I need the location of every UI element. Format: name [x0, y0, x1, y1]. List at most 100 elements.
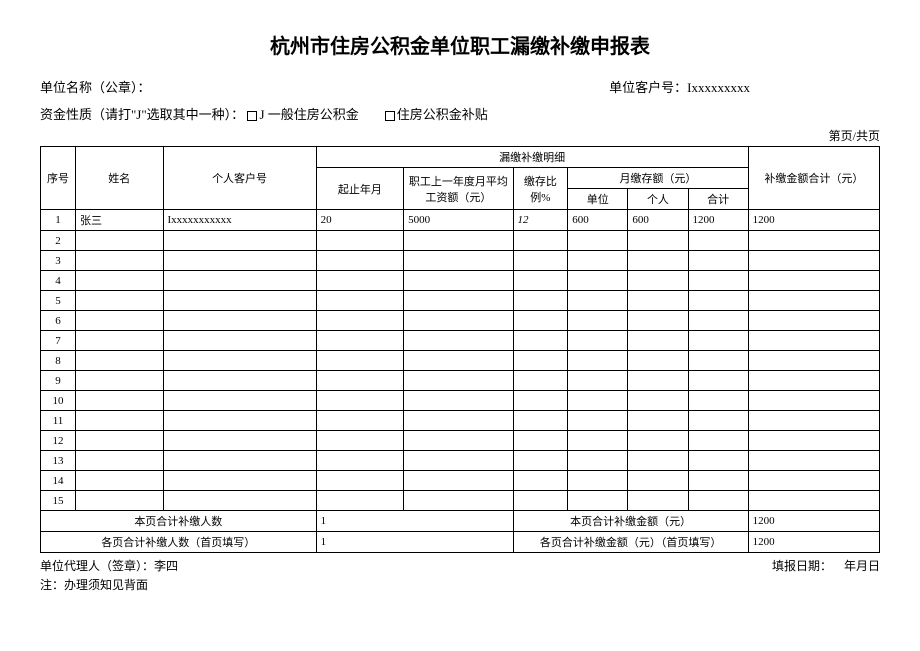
cell	[748, 231, 879, 251]
cell	[748, 311, 879, 331]
cell	[404, 311, 513, 331]
cell: 10	[41, 391, 76, 411]
cell	[76, 371, 164, 391]
cell: 600	[628, 210, 688, 231]
cell	[513, 431, 568, 451]
cell	[748, 251, 879, 271]
cell: 20	[316, 210, 404, 231]
col-seq: 序号	[41, 147, 76, 210]
cell	[688, 451, 748, 471]
cell	[568, 431, 628, 451]
cell	[76, 471, 164, 491]
cell	[513, 331, 568, 351]
cell	[513, 291, 568, 311]
cell	[316, 431, 404, 451]
col-deposit-group: 月缴存额（元）	[568, 168, 748, 189]
cell	[568, 231, 628, 251]
table-row: 7	[41, 331, 880, 351]
cell	[76, 431, 164, 451]
header-line-1: 单位名称（公章）： 单位客户号：Ixxxxxxxxx	[40, 77, 880, 96]
cell	[568, 451, 628, 471]
cell	[748, 371, 879, 391]
org-label: 单位名称（公章）：	[40, 77, 609, 96]
col-period: 起止年月	[316, 168, 404, 210]
document-title: 杭州市住房公积金单位职工漏缴补缴申报表	[40, 30, 880, 59]
cell	[513, 471, 568, 491]
cell	[404, 231, 513, 251]
agent-line: 单位代理人（签章）：李四	[40, 557, 178, 574]
checkbox-icon	[385, 111, 395, 121]
cell	[748, 271, 879, 291]
table-row: 2	[41, 231, 880, 251]
cell	[688, 351, 748, 371]
cell	[513, 451, 568, 471]
cell	[316, 371, 404, 391]
cell	[316, 251, 404, 271]
cell	[76, 351, 164, 371]
sum-page-people-value: 1	[316, 511, 513, 532]
cell	[628, 351, 688, 371]
cell	[748, 451, 879, 471]
cell: 1200	[748, 210, 879, 231]
cell	[628, 371, 688, 391]
cell	[163, 371, 316, 391]
sum-all-people-label: 各页合计补缴人数（首页填写）	[41, 532, 317, 553]
cell	[404, 391, 513, 411]
cell: 8	[41, 351, 76, 371]
cell	[316, 231, 404, 251]
cell	[404, 411, 513, 431]
cell	[163, 311, 316, 331]
cell: 600	[568, 210, 628, 231]
cell	[316, 451, 404, 471]
cell: 7	[41, 331, 76, 351]
table-row: 3	[41, 251, 880, 271]
table-row: 11	[41, 411, 880, 431]
table-row: 13	[41, 451, 880, 471]
cell	[76, 271, 164, 291]
sum-page-people-label: 本页合计补缴人数	[41, 511, 317, 532]
agent-value: 李四	[154, 559, 178, 573]
table-row: 15	[41, 491, 880, 511]
cell	[163, 231, 316, 251]
date-line: 填报日期： 年月日	[772, 557, 880, 574]
cell	[748, 291, 879, 311]
cell: 12	[41, 431, 76, 451]
cell	[76, 411, 164, 431]
cell	[404, 371, 513, 391]
cell: 张三	[76, 210, 164, 231]
cell	[404, 451, 513, 471]
cell: 12	[513, 210, 568, 231]
cell	[76, 491, 164, 511]
date-label: 填报日期：	[772, 559, 832, 573]
table-row: 10	[41, 391, 880, 411]
cell	[513, 391, 568, 411]
cell	[748, 431, 879, 451]
cell	[513, 271, 568, 291]
cell	[163, 291, 316, 311]
note: 注：办理须知见背面	[40, 576, 880, 593]
cell	[568, 271, 628, 291]
col-total: 补缴金额合计（元）	[748, 147, 879, 210]
cell	[688, 391, 748, 411]
cell	[76, 291, 164, 311]
cell	[748, 351, 879, 371]
cell	[163, 431, 316, 451]
cell	[568, 391, 628, 411]
table-row: 12	[41, 431, 880, 451]
cell: 11	[41, 411, 76, 431]
cell	[163, 391, 316, 411]
customer-label: 单位客户号：	[609, 80, 687, 95]
cell	[688, 271, 748, 291]
cell	[568, 491, 628, 511]
cell	[163, 331, 316, 351]
cell	[163, 351, 316, 371]
cell	[513, 311, 568, 331]
customer-value: Ixxxxxxxxx	[687, 80, 750, 95]
cell: 5000	[404, 210, 513, 231]
cell: 5	[41, 291, 76, 311]
date-value: 年月日	[844, 559, 880, 573]
cell: 4	[41, 271, 76, 291]
customer-no: 单位客户号：Ixxxxxxxxx	[609, 77, 880, 96]
cell: 15	[41, 491, 76, 511]
sum-all-people-value: 1	[316, 532, 513, 553]
